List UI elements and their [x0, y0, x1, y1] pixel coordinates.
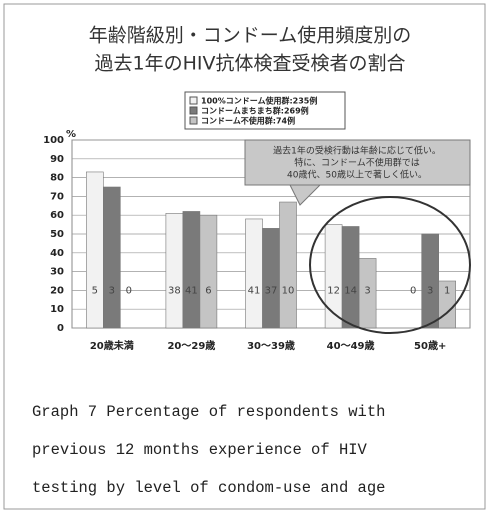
- annotation-line: 40歳代、50歳以上で著しく低い。: [287, 169, 427, 181]
- bar: [165, 213, 184, 329]
- caption-line: testing by level of condom-use and age: [32, 479, 385, 497]
- y-tick-label: 70: [50, 191, 64, 202]
- y-tick-label: 50: [50, 229, 64, 240]
- count-label: 6: [205, 285, 211, 296]
- title-line: 年齢階級別・コンドーム使用頻度別の: [89, 25, 411, 47]
- bar: [86, 171, 104, 329]
- x-tick-label: 40～49歳: [327, 339, 375, 352]
- legend-label: コンドームまちまち群:269例: [201, 106, 309, 116]
- count-label: 41: [185, 285, 198, 296]
- legend-swatch: [189, 116, 198, 125]
- y-tick-label: 20: [50, 285, 64, 296]
- annotation-arrow: [289, 184, 322, 206]
- count-label: 5: [92, 285, 98, 296]
- count-label: 14: [344, 285, 357, 296]
- count-label: 41: [248, 285, 261, 296]
- x-tick-label: 20～29歳: [167, 339, 215, 352]
- count-label: 3: [427, 285, 433, 296]
- legend-label: 100%コンドーム使用群:235例: [201, 96, 317, 106]
- bar: [182, 211, 201, 329]
- y-tick-label: 10: [50, 304, 64, 315]
- y-tick-label: 40: [50, 248, 64, 259]
- bar: [421, 233, 440, 329]
- legend-swatch: [189, 106, 198, 115]
- y-tick-label: 60: [50, 210, 64, 221]
- count-label: 0: [410, 285, 416, 296]
- bar: [279, 201, 297, 329]
- count-label: 10: [282, 285, 295, 296]
- count-label: 1: [444, 285, 450, 296]
- annotation-line: 過去1年の受検行動は年齢に応じて低い。: [273, 145, 441, 157]
- y-unit: %: [66, 129, 76, 140]
- count-label: 38: [168, 285, 181, 296]
- bar: [358, 258, 377, 329]
- caption-line: previous 12 months experience of HIV: [32, 441, 368, 459]
- bar: [103, 186, 121, 329]
- x-tick-label: 20歳未満: [90, 339, 134, 352]
- y-tick-label: 80: [50, 173, 64, 184]
- annotation-line: 特に、コンドーム不使用群では: [294, 157, 419, 169]
- bar: [199, 214, 218, 329]
- bar: [262, 228, 280, 329]
- highlight-ellipse: [309, 196, 471, 334]
- caption-line: Graph 7 Percentage of respondents with: [32, 403, 385, 421]
- title-line: 過去1年のHIV抗体検査受検者の割合: [95, 53, 406, 75]
- legend-box: [184, 91, 346, 130]
- count-label: 0: [126, 285, 132, 296]
- y-tick-label: 100: [43, 135, 64, 146]
- count-label: 37: [265, 285, 278, 296]
- y-tick-label: 30: [50, 267, 64, 278]
- y-tick-label: 0: [57, 323, 64, 334]
- count-label: 3: [109, 285, 115, 296]
- count-label: 12: [327, 285, 340, 296]
- annotation-box: [244, 139, 471, 186]
- count-label: 3: [364, 285, 370, 296]
- legend-label: コンドーム不使用群:74例: [201, 116, 295, 126]
- y-tick-label: 90: [50, 154, 64, 165]
- bar: [341, 226, 360, 329]
- x-tick-label: 30～39歳: [247, 339, 295, 352]
- x-tick-label: 50歳+: [414, 339, 446, 352]
- legend-swatch: [189, 96, 198, 105]
- bar: [245, 218, 263, 329]
